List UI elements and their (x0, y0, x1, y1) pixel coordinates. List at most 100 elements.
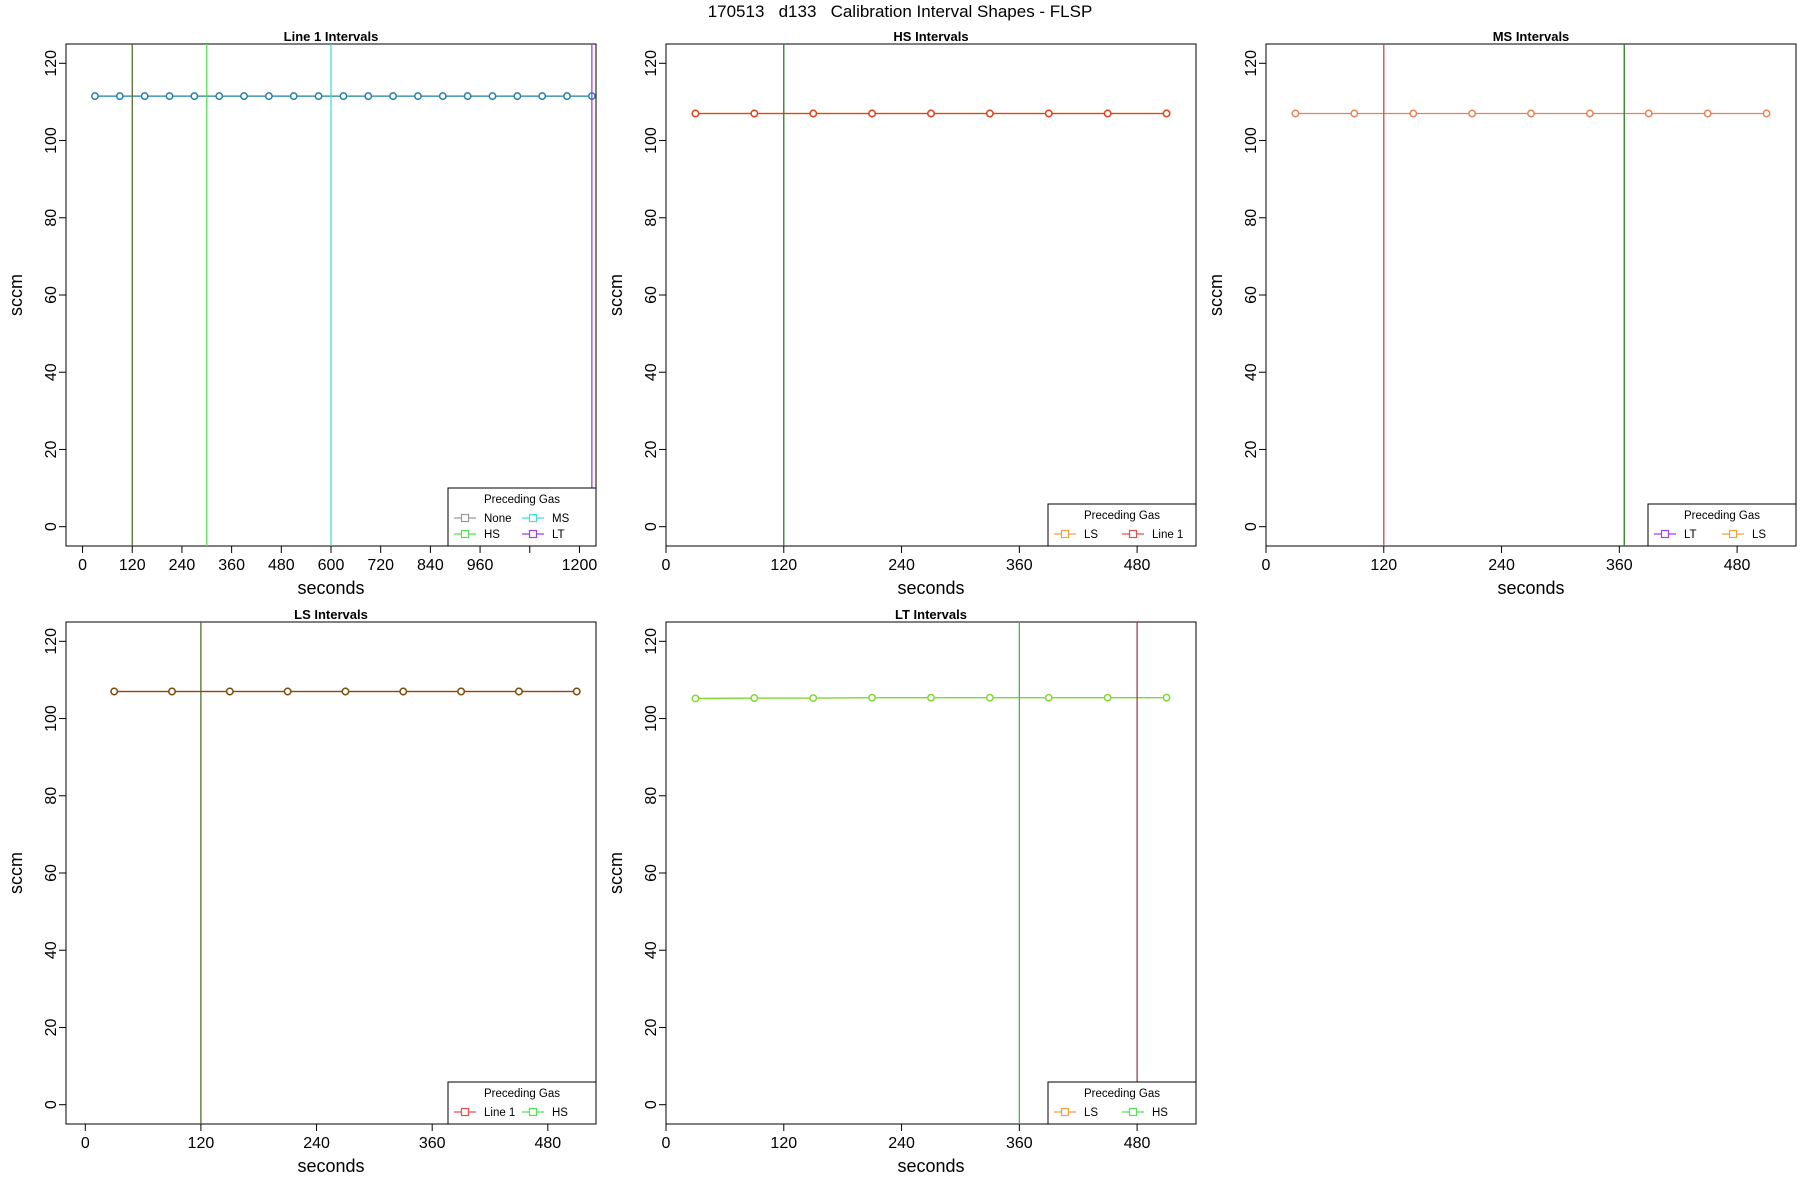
y-tick-label: 80 (643, 787, 660, 805)
data-point (140, 92, 149, 101)
data-point (438, 92, 447, 101)
data-point (868, 693, 877, 702)
x-tick-label: 480 (1124, 557, 1151, 574)
data-point (190, 92, 199, 101)
data-point (364, 92, 373, 101)
legend-swatch-marker (528, 529, 538, 539)
y-tick-label: 100 (43, 705, 60, 732)
x-tick-label: 0 (662, 1135, 671, 1152)
data-point (538, 92, 547, 101)
data-point (1103, 693, 1112, 702)
data-point (389, 92, 398, 101)
x-tick-label: 600 (318, 557, 345, 574)
data-point (457, 687, 466, 696)
legend-swatch-marker (1728, 529, 1738, 539)
legend-title: Preceding Gas (1684, 510, 1760, 522)
legend-title: Preceding Gas (1084, 510, 1160, 522)
x-tick-label: 240 (888, 557, 915, 574)
x-axis-label: seconds (897, 1156, 964, 1176)
y-tick-label: 20 (43, 1018, 60, 1036)
legend-box (1647, 503, 1797, 547)
data-point (215, 92, 224, 101)
x-axis-label: seconds (1497, 578, 1564, 598)
data-point (927, 109, 935, 118)
x-tick-label: 240 (1488, 557, 1515, 574)
x-tick-label: 360 (1006, 1135, 1033, 1152)
data-point (1644, 109, 1653, 118)
legend-box (1047, 503, 1197, 547)
legend-box (1047, 1081, 1197, 1125)
chart-title: Line 1 Intervals (284, 29, 379, 44)
legend-entry-label: None (484, 513, 512, 525)
y-tick-label: 40 (1243, 363, 1260, 381)
x-tick-label: 480 (1124, 1135, 1151, 1152)
y-axis-label: sccm (6, 274, 26, 316)
y-tick-label: 20 (43, 440, 60, 458)
legend-entry-label: MS (552, 513, 570, 525)
legend-swatch-marker (528, 513, 538, 523)
x-tick-label: 0 (81, 1135, 90, 1152)
plot-frame (65, 621, 597, 1125)
data-point (750, 109, 759, 118)
data-point (91, 92, 99, 101)
y-tick-label: 120 (643, 628, 660, 655)
data-point (513, 92, 522, 101)
data-point (1044, 109, 1053, 118)
legend-swatch-marker (460, 513, 470, 523)
data-point (1103, 109, 1112, 118)
y-tick-label: 40 (643, 363, 660, 381)
y-tick-label: 80 (43, 209, 60, 227)
legend-swatch-marker (1060, 529, 1070, 539)
chart-panel-lt-intervals: LT Intervals 0 120 240 360 480 seconds 0 20 40 60 8… (606, 607, 1197, 1176)
legend-swatch-marker (1128, 1107, 1138, 1117)
data-point (1527, 109, 1535, 118)
x-tick-label: 120 (188, 1135, 215, 1152)
legend-swatch-marker (1660, 529, 1670, 539)
y-tick-label: 120 (43, 50, 60, 77)
x-tick-label: 120 (770, 557, 797, 574)
data-point (1044, 693, 1053, 702)
y-tick-label: 60 (1243, 286, 1260, 304)
x-tick-label: 360 (1606, 557, 1633, 574)
y-tick-label: 0 (43, 522, 60, 531)
x-axis-label: seconds (297, 1156, 364, 1176)
legend-entry-label: LS (1084, 1107, 1098, 1119)
y-tick-label: 60 (643, 864, 660, 882)
legend-entry-label: Line 1 (484, 1107, 515, 1119)
y-tick-label: 120 (643, 50, 660, 77)
y-tick-label: 100 (1243, 127, 1260, 154)
data-point (572, 687, 581, 696)
legend-entry-label: HS (552, 1107, 568, 1119)
data-point (314, 92, 323, 101)
data-point (1162, 693, 1171, 702)
data-point (264, 92, 273, 101)
legend-swatch-marker (1060, 1107, 1070, 1117)
legend-entry-label: LT (552, 529, 565, 541)
data-point (414, 92, 422, 101)
data-point (1585, 109, 1594, 118)
x-tick-label: 1200 (562, 557, 598, 574)
y-tick-label: 20 (643, 1018, 660, 1036)
legend-swatch-marker (460, 1107, 470, 1117)
x-tick-label: 120 (770, 1135, 797, 1152)
legend-swatch-marker (1128, 529, 1138, 539)
data-point (115, 92, 124, 101)
plot-frame (1265, 43, 1797, 547)
x-tick-label: 480 (268, 557, 295, 574)
x-tick-label: 480 (1724, 557, 1751, 574)
y-tick-label: 40 (43, 363, 60, 381)
y-axis-label: sccm (1206, 274, 1226, 316)
legend-box (447, 487, 597, 547)
data-point (1162, 109, 1171, 118)
x-tick-label: 480 (534, 1135, 561, 1152)
data-point (1762, 109, 1771, 118)
data-point (691, 694, 700, 703)
x-tick-label: 0 (662, 557, 671, 574)
data-point (168, 687, 176, 696)
chart-title: LT Intervals (895, 607, 967, 622)
data-point (1409, 109, 1418, 118)
x-tick-label: 120 (119, 557, 146, 574)
x-tick-label: 840 (417, 557, 444, 574)
data-point (488, 92, 497, 101)
